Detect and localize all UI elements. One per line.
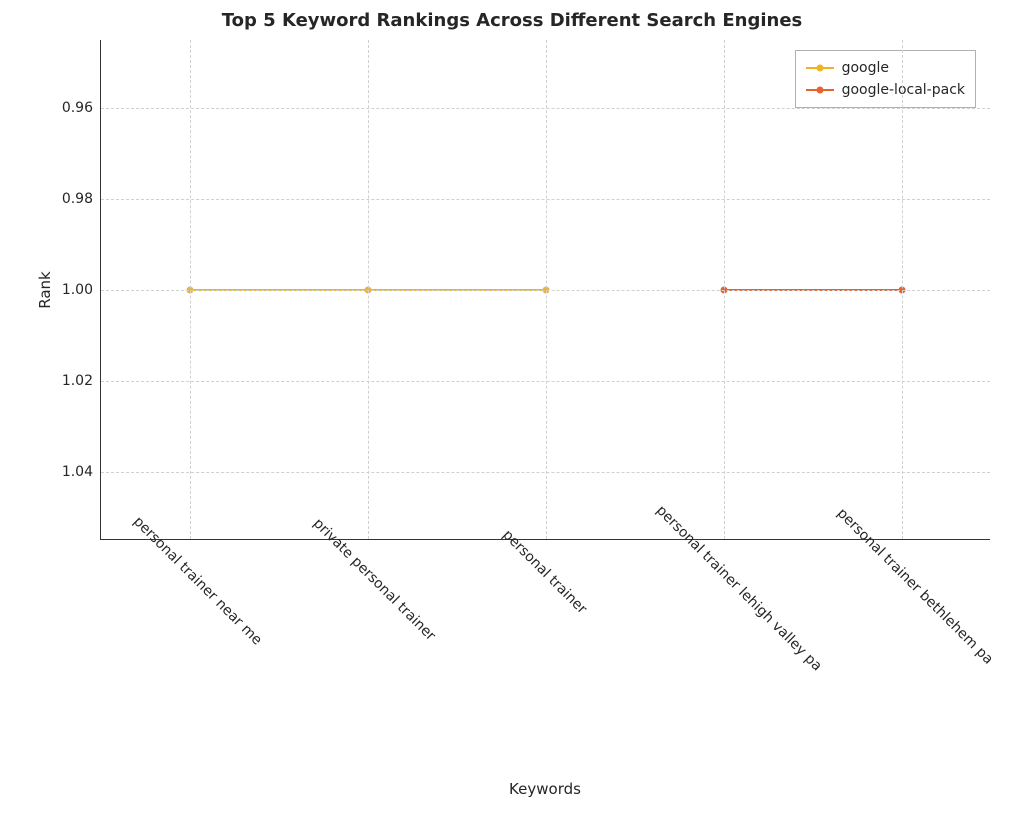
legend-item: google-local-pack <box>806 79 965 101</box>
legend-swatch <box>806 67 834 69</box>
x-tick-label: personal trainer lehigh valley pa <box>625 459 804 638</box>
legend-item: google <box>806 57 965 79</box>
plot-area: googlegoogle-local-pack 0.960.981.001.02… <box>100 40 990 540</box>
y-tick-label: 0.98 <box>62 191 101 207</box>
legend-marker-icon <box>816 87 823 94</box>
y-tick-label: 1.00 <box>62 282 101 298</box>
keyword-rankings-chart: Top 5 Keyword Rankings Across Different … <box>0 0 1024 821</box>
y-tick-label: 1.04 <box>62 464 101 480</box>
y-tick-label: 0.96 <box>62 100 101 116</box>
legend-swatch <box>806 89 834 91</box>
legend: google google-local-pack <box>795 50 976 108</box>
x-axis-label: Keywords <box>509 780 581 798</box>
x-tick-label: personal trainer <box>488 499 585 596</box>
legend-label: google-local-pack <box>842 82 965 98</box>
gridline-vertical <box>546 40 547 539</box>
y-axis-label: Rank <box>36 271 54 308</box>
x-tick-label: personal trainer near me <box>110 477 252 619</box>
gridline-vertical <box>902 40 903 539</box>
gridline-vertical <box>368 40 369 539</box>
gridline-vertical <box>190 40 191 539</box>
x-tick-label: private personal trainer <box>291 480 427 616</box>
gridline-vertical <box>724 40 725 539</box>
y-tick-label: 1.02 <box>62 373 101 389</box>
x-tick-label: personal trainer bethlehem pa <box>808 463 978 633</box>
chart-title: Top 5 Keyword Rankings Across Different … <box>0 10 1024 31</box>
legend-marker-icon <box>816 65 823 72</box>
legend-label: google <box>842 60 889 76</box>
